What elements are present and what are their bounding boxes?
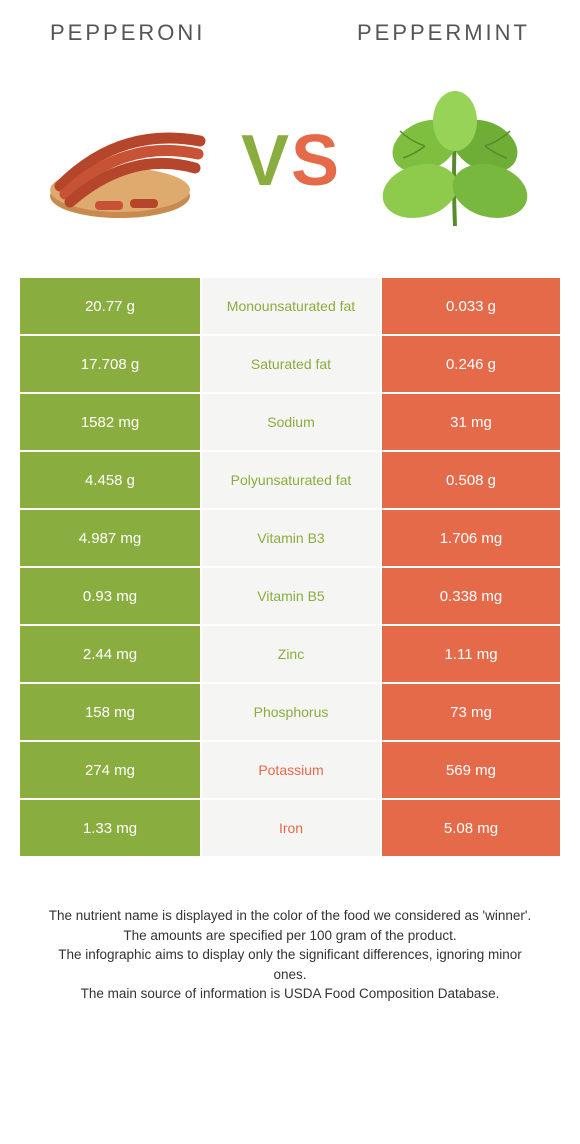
nutrient-label: Zinc [200, 626, 380, 682]
right-value: 1.11 mg [380, 626, 560, 682]
right-value: 1.706 mg [380, 510, 560, 566]
left-value: 158 mg [20, 684, 200, 740]
pepperoni-icon [40, 86, 210, 236]
nutrient-label: Potassium [200, 742, 380, 798]
nutrient-label: Saturated fat [200, 336, 380, 392]
right-value: 0.246 g [380, 336, 560, 392]
nutrient-label: Vitamin B3 [200, 510, 380, 566]
nutrient-label: Iron [200, 800, 380, 856]
table-row: 0.93 mgVitamin B50.338 mg [20, 566, 560, 624]
table-row: 1582 mgSodium31 mg [20, 392, 560, 450]
nutrient-table: 20.77 gMonounsaturated fat0.033 g17.708 … [20, 276, 560, 856]
nutrient-label: Phosphorus [200, 684, 380, 740]
right-value: 0.033 g [380, 278, 560, 334]
left-value: 1582 mg [20, 394, 200, 450]
right-food-title: Peppermint [357, 20, 530, 46]
peppermint-image [370, 86, 540, 236]
vs-label: VS [241, 120, 339, 202]
nutrient-label: Polyunsaturated fat [200, 452, 380, 508]
left-value: 4.458 g [20, 452, 200, 508]
footer-line: The main source of information is USDA F… [40, 984, 540, 1004]
left-value: 0.93 mg [20, 568, 200, 624]
footer-line: The infographic aims to display only the… [40, 945, 540, 984]
left-value: 20.77 g [20, 278, 200, 334]
right-value: 0.338 mg [380, 568, 560, 624]
vs-v: V [241, 120, 289, 202]
right-value: 73 mg [380, 684, 560, 740]
left-food-title: Pepperoni [50, 20, 205, 46]
left-value: 2.44 mg [20, 626, 200, 682]
nutrient-label: Monounsaturated fat [200, 278, 380, 334]
nutrient-label: Sodium [200, 394, 380, 450]
table-row: 158 mgPhosphorus73 mg [20, 682, 560, 740]
right-value: 31 mg [380, 394, 560, 450]
right-value: 5.08 mg [380, 800, 560, 856]
table-row: 4.987 mgVitamin B31.706 mg [20, 508, 560, 566]
footer-line: The amounts are specified per 100 gram o… [40, 926, 540, 946]
footer-line: The nutrient name is displayed in the co… [40, 906, 540, 926]
left-value: 274 mg [20, 742, 200, 798]
nutrient-label: Vitamin B5 [200, 568, 380, 624]
table-row: 17.708 gSaturated fat0.246 g [20, 334, 560, 392]
left-value: 17.708 g [20, 336, 200, 392]
table-row: 274 mgPotassium569 mg [20, 740, 560, 798]
right-value: 0.508 g [380, 452, 560, 508]
left-value: 1.33 mg [20, 800, 200, 856]
peppermint-icon [370, 86, 540, 236]
footer-notes: The nutrient name is displayed in the co… [0, 856, 580, 1004]
header: Pepperoni Peppermint [0, 0, 580, 56]
table-row: 4.458 gPolyunsaturated fat0.508 g [20, 450, 560, 508]
right-value: 569 mg [380, 742, 560, 798]
table-row: 2.44 mgZinc1.11 mg [20, 624, 560, 682]
table-row: 20.77 gMonounsaturated fat0.033 g [20, 276, 560, 334]
pepperoni-image [40, 86, 210, 236]
left-value: 4.987 mg [20, 510, 200, 566]
hero-row: VS [0, 56, 580, 276]
vs-s: S [291, 120, 339, 202]
table-row: 1.33 mgIron5.08 mg [20, 798, 560, 856]
